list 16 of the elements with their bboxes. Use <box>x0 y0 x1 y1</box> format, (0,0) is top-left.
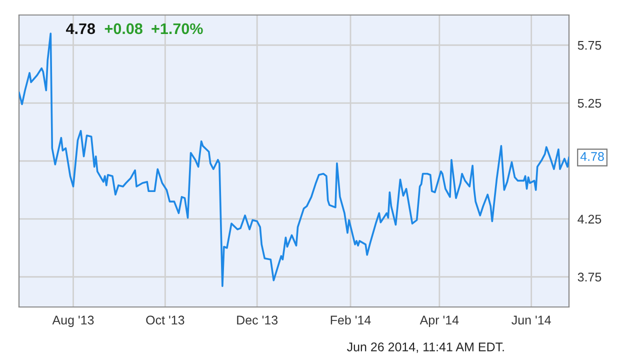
line-series <box>19 32 569 288</box>
annotation: +0.08 <box>104 23 142 34</box>
annotation: 4.78 <box>580 152 604 161</box>
y-tick-label: 5.25 <box>578 98 602 108</box>
x-tick-label: Jun '14 <box>512 316 551 325</box>
x-tick-label: Oct '13 <box>146 316 184 325</box>
x-tick-label: Apr '14 <box>420 316 459 327</box>
text: Jun 26 2014, 11:41 AM EDT. <box>347 342 504 353</box>
y-tick-label: 3.75 <box>578 272 602 282</box>
y-tick-label: 5.75 <box>578 41 602 50</box>
y-tick-label: 4.25 <box>578 214 602 224</box>
x-tick-label: Feb '14 <box>330 315 371 325</box>
annotation: +1.70% <box>152 23 203 34</box>
x-tick-label: Dec '13 <box>237 316 278 325</box>
x-tick-label: Aug '13 <box>52 316 94 327</box>
annotation: 4.78 <box>66 23 96 34</box>
